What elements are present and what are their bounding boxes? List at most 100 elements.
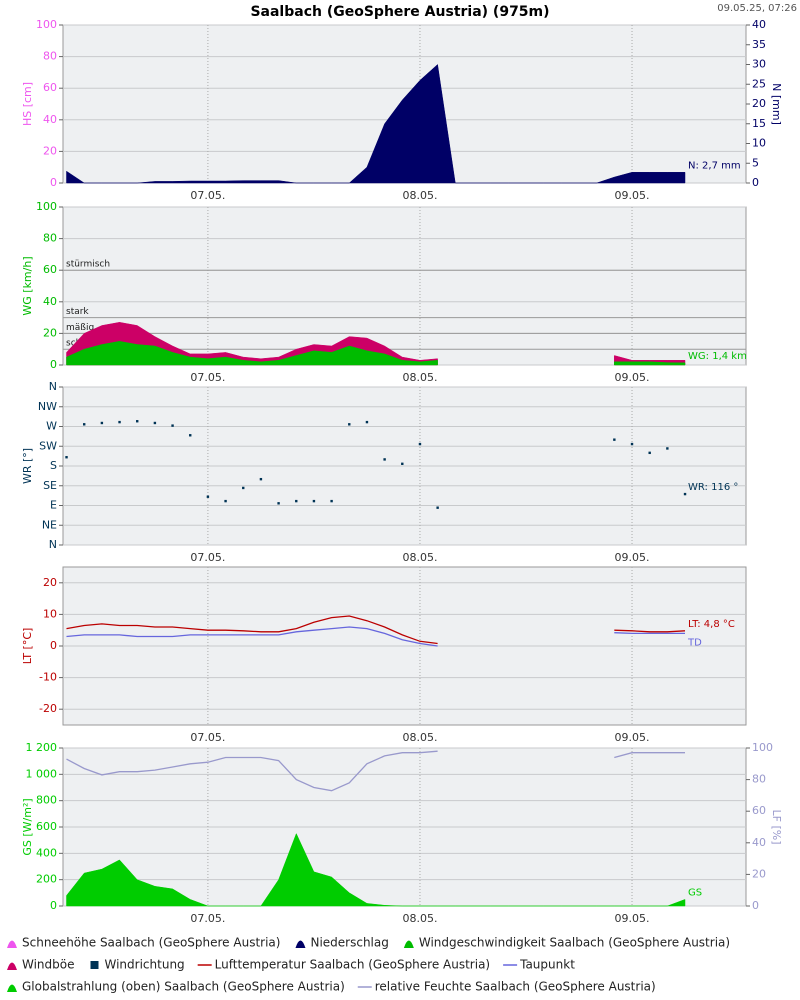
direction-point [418, 442, 422, 446]
y-tick-label: 60 [43, 81, 57, 94]
direction-point [630, 442, 634, 446]
y-tick-label: 20 [43, 576, 57, 589]
y-tick-label: 80 [43, 232, 57, 245]
legend-label: Globalstrahlung (oben) Saalbach (GeoSphe… [22, 980, 345, 994]
y-tick-label: 40 [43, 113, 57, 126]
threshold-label: stürmisch [66, 260, 110, 270]
legend-swatch [403, 940, 414, 948]
direction-point [383, 458, 386, 461]
legend-item: Globalstrahlung (oben) Saalbach (GeoSphe… [7, 980, 345, 994]
y-tick-label: -10 [39, 671, 57, 684]
direction-point [666, 447, 669, 450]
y-tick-label: 1 000 [26, 767, 58, 780]
y-tick-label: 20 [43, 326, 57, 339]
y-tick-label: 0 [50, 176, 57, 189]
y-axis-label: LT [°C] [21, 628, 34, 665]
y2-tick-label: 100 [752, 741, 773, 754]
x-tick-label: 08.05. [402, 189, 437, 202]
y2-tick-label: 40 [752, 18, 766, 31]
y2-tick-label: 20 [752, 97, 766, 110]
legend-label: Niederschlag [310, 936, 388, 950]
y2-tick-label: 25 [752, 77, 766, 90]
y2-axis-label: LF [%] [770, 810, 783, 845]
y-tick-label: N [49, 538, 57, 551]
threshold-label: mäßig [66, 323, 94, 333]
legend-item: Windböe [7, 958, 75, 972]
direction-point [171, 424, 174, 427]
legend-swatch [90, 961, 99, 969]
y2-tick-label: 0 [752, 899, 759, 912]
direction-point [100, 421, 104, 425]
y-tick-label: SW [39, 439, 57, 452]
y-tick-label: -20 [39, 702, 57, 715]
y2-tick-label: 30 [752, 58, 766, 71]
y2-tick-label: 60 [752, 804, 766, 817]
legend-swatch [7, 962, 17, 970]
y-tick-label: NW [38, 400, 57, 413]
legend-item: Taupunkt [503, 958, 575, 972]
legend-item: Windrichtung [90, 958, 185, 972]
y2-tick-label: 35 [752, 38, 766, 51]
legend-item: Niederschlag [295, 936, 389, 950]
y-tick-label: 1 200 [26, 741, 58, 754]
y-tick-label: 0 [50, 899, 57, 912]
y-tick-label: 20 [43, 144, 57, 157]
line [66, 615, 438, 645]
legend-label: Windrichtung [105, 958, 185, 972]
y-tick-label: NE [42, 518, 57, 531]
direction-point [153, 421, 157, 425]
y-tick-label: W [46, 420, 57, 433]
direction-point [648, 451, 651, 455]
y-tick-label: 0 [50, 639, 57, 652]
direction-point [401, 462, 404, 466]
direction-point [259, 477, 263, 481]
x-tick-label: 09.05. [615, 731, 650, 744]
end-label: WG: 1,4 km [688, 351, 747, 362]
x-tick-label: 08.05. [402, 371, 437, 384]
x-tick-label: 07.05. [190, 731, 225, 744]
y2-tick-label: 5 [752, 156, 759, 169]
end-label: WR: 116 ° [688, 482, 738, 493]
y-tick-label: SE [43, 479, 57, 492]
area [614, 361, 686, 366]
y2-tick-label: 15 [752, 117, 766, 130]
line [66, 750, 438, 792]
legend-label: Lufttemperatur Saalbach (GeoSphere Austr… [215, 958, 490, 972]
y-axis-label: WR [°] [21, 448, 34, 484]
y-axis-label: HS [cm] [21, 82, 34, 126]
legend-label: Windböe [22, 958, 75, 972]
y-tick-label: 0 [50, 358, 57, 371]
direction-point [683, 492, 687, 496]
direction-point [312, 499, 316, 503]
title: Saalbach (GeoSphere Austria) (975m) [250, 4, 549, 20]
direction-point [365, 420, 369, 424]
y-tick-label: 400 [36, 846, 57, 859]
area [66, 341, 438, 366]
legend-item: Lufttemperatur Saalbach (GeoSphere Austr… [197, 958, 490, 972]
legend-label: Schneehöhe Saalbach (GeoSphere Austria) [22, 936, 280, 950]
x-tick-label: 09.05. [615, 371, 650, 384]
y-axis-label: GS [W/m²] [21, 798, 34, 855]
legend-item: relative Feuchte Saalbach (GeoSphere Aus… [357, 980, 656, 994]
x-tick-label: 08.05. [402, 731, 437, 744]
timestamp: 09.05.25, 07:26 [717, 3, 797, 14]
direction-point [118, 420, 121, 424]
y-tick-label: 100 [36, 18, 57, 31]
threshold-label: stark [66, 307, 89, 317]
y-tick-label: 600 [36, 820, 57, 833]
plot-area [62, 206, 747, 366]
y2-tick-label: 80 [752, 773, 766, 786]
y-tick-label: 10 [43, 607, 57, 620]
legend-label: Taupunkt [519, 958, 575, 972]
y2-tick-label: 0 [752, 176, 759, 189]
direction-point [136, 420, 139, 423]
y-tick-label: S [50, 459, 57, 472]
y-tick-label: N [49, 380, 57, 393]
x-tick-label: 07.05. [190, 371, 225, 384]
end-label: TD [687, 637, 702, 648]
direction-point [613, 438, 616, 441]
legend-swatch [7, 984, 17, 992]
direction-point [295, 499, 298, 503]
end-label: GS [688, 887, 702, 898]
